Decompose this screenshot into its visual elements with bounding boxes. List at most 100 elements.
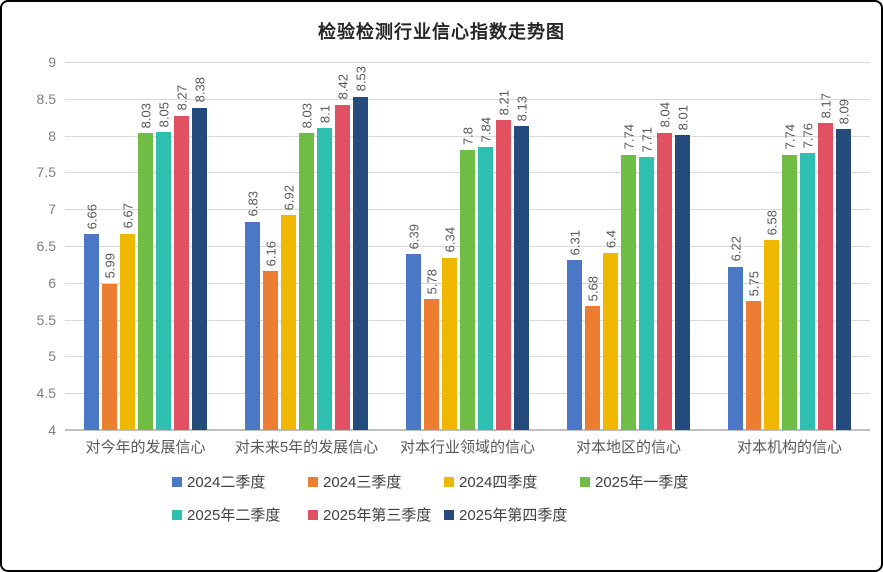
- bar: [84, 234, 99, 430]
- bar-series-7: 8.53: [353, 66, 368, 430]
- data-label: 7.71: [639, 126, 654, 152]
- bar: [138, 133, 153, 430]
- y-tick-label: 7: [48, 201, 56, 218]
- bar-series-1: 6.31: [567, 230, 582, 430]
- legend-item: 2025年第三季度: [308, 504, 444, 525]
- data-label: 6.39: [406, 223, 421, 250]
- legend-swatch-icon: [172, 509, 182, 520]
- bar-series-7: 8.38: [192, 77, 207, 430]
- data-label: 8.42: [335, 74, 350, 100]
- plot-area: 9 8.5 8 7.5 7 6.5 6 5.5 5 4.5 4 6.66 5.99 6.67 8.03 8.0…: [37, 54, 870, 438]
- bar-group: 6.39 5.78 6.34 7.8 7.84 8.21 8.13: [387, 62, 548, 430]
- bar: [585, 306, 600, 430]
- bar-series-2: 6.16: [263, 241, 278, 430]
- bar: [281, 215, 296, 430]
- legend-item: 2024四季度: [444, 471, 580, 492]
- data-label: 6.31: [567, 229, 582, 255]
- category-label: 对今年的发展信心: [85, 439, 206, 456]
- legend-item: 2025年第四季度: [444, 504, 567, 525]
- bar: [800, 153, 815, 430]
- legend-swatch-icon: [308, 509, 318, 520]
- bar: [603, 253, 618, 430]
- data-label: 8.13: [514, 95, 529, 122]
- legend-swatch-icon: [444, 509, 454, 520]
- bar: [353, 96, 368, 430]
- bar-series-6: 8.27: [174, 85, 189, 430]
- bar-series-3: 6.92: [281, 185, 296, 430]
- category-label: 对本行业领域的信心: [399, 439, 535, 456]
- bar: [442, 257, 457, 430]
- bar: [174, 115, 189, 430]
- bar-series-2: 5.99: [102, 253, 117, 430]
- bar: [657, 132, 672, 430]
- bar-series-5: 7.76: [800, 123, 815, 430]
- legend-swatch-icon: [308, 476, 318, 487]
- data-label: 8.09: [836, 98, 851, 124]
- bar-series-2: 5.68: [585, 276, 600, 430]
- bar-series-7: 8.13: [514, 96, 529, 430]
- data-label: 6.22: [728, 236, 743, 262]
- legend-label: 2024二季度: [187, 474, 266, 491]
- legend: 2024二季度 2024三季度 2024四季度 2025年一季度 2025年二季度 202…: [172, 471, 881, 525]
- y-tick-label: 4: [48, 422, 56, 438]
- legend-item: 2025年一季度: [580, 471, 688, 492]
- bar: [514, 126, 529, 430]
- y-tick-label: 5: [48, 348, 56, 365]
- gridline: [65, 135, 870, 137]
- bar-series-5: 8.1: [317, 105, 332, 430]
- bar: [192, 107, 207, 430]
- legend-swatch-icon: [172, 476, 182, 487]
- bar-series-3: 6.58: [764, 210, 779, 430]
- bar: [836, 128, 851, 430]
- legend-row: 2024二季度 2024三季度 2024四季度 2025年一季度: [172, 471, 881, 492]
- bar: [102, 283, 117, 430]
- data-label: 8.27: [174, 85, 189, 111]
- legend-label: 2024四季度: [459, 474, 538, 491]
- bar-series-4: 7.74: [621, 124, 636, 430]
- data-label: 7.76: [800, 122, 815, 149]
- bar-series-7: 8.01: [675, 105, 690, 430]
- chart-title: 检验检测行业信心指数走势图: [318, 22, 565, 42]
- bar: [478, 147, 493, 430]
- bar: [120, 233, 135, 430]
- data-label: 5.68: [585, 276, 600, 302]
- y-tick-label: 8.5: [36, 90, 56, 107]
- bar: [764, 240, 779, 430]
- bar: [567, 259, 582, 430]
- gridline: [65, 62, 870, 63]
- bar: [496, 120, 511, 430]
- bar-series-5: 7.84: [478, 117, 493, 430]
- data-label: 6.67: [120, 203, 135, 229]
- data-label: 5.75: [746, 270, 761, 297]
- data-label: 6.66: [84, 203, 99, 230]
- bar: [156, 131, 171, 430]
- data-label: 8.05: [156, 101, 171, 127]
- y-tick-label: 6.5: [36, 238, 56, 254]
- legend-row: 2025年二季度 2025年第三季度 2025年第四季度: [172, 504, 881, 525]
- bar-series-2: 5.78: [424, 269, 439, 430]
- legend-label: 2025年第三季度: [323, 507, 432, 524]
- data-label: 5.99: [102, 253, 117, 279]
- bar: [406, 254, 421, 430]
- x-axis-line: [65, 429, 870, 431]
- bar-group: 6.83 6.16 6.92 8.03 8.1 8.42 8.53: [226, 62, 387, 430]
- bar-series-4: 8.03: [299, 103, 314, 430]
- bar-group: 6.22 5.75 6.58 7.74 7.76 8.17 8.09: [709, 62, 870, 430]
- legend-label: 2025年一季度: [595, 474, 689, 491]
- bar: [460, 150, 475, 430]
- bar-series-3: 6.4: [603, 230, 618, 430]
- bar-series-5: 7.71: [639, 127, 654, 430]
- bar-series-1: 6.83: [245, 191, 260, 430]
- bar-series-6: 8.42: [335, 74, 350, 430]
- legend-label: 2024三季度: [323, 474, 402, 491]
- bar-series-6: 8.21: [496, 90, 511, 430]
- data-label: 7.74: [782, 124, 797, 150]
- y-tick-label: 6: [48, 274, 56, 291]
- data-label: 8.21: [496, 89, 511, 116]
- data-label: 7.74: [621, 124, 636, 150]
- legend-label: 2025年第四季度: [459, 507, 568, 524]
- bar: [728, 266, 743, 430]
- y-tick-label: 9: [48, 54, 56, 70]
- bar-series-4: 8.03: [138, 103, 153, 430]
